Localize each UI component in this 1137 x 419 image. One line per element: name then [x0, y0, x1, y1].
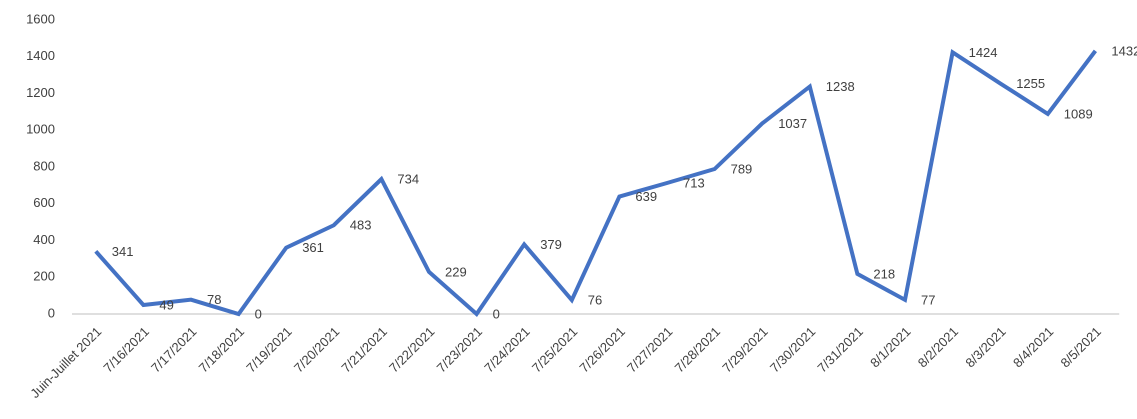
y-tick-label: 600 — [33, 195, 55, 210]
data-label: 379 — [540, 237, 562, 252]
x-tick-label: 7/22/2021 — [386, 324, 438, 376]
y-tick-label: 200 — [33, 269, 55, 284]
x-tick-label: 7/23/2021 — [434, 324, 486, 376]
data-label: 0 — [255, 306, 262, 321]
y-tick-label: 1200 — [26, 85, 55, 100]
data-label: 0 — [493, 306, 500, 321]
data-label: 77 — [921, 292, 935, 307]
y-tick-label: 800 — [33, 158, 55, 173]
data-label: 1238 — [826, 79, 855, 94]
data-label: 218 — [873, 266, 895, 281]
data-label: 734 — [397, 172, 419, 187]
data-label: 1037 — [778, 116, 807, 131]
x-tick-label: 7/16/2021 — [100, 324, 152, 376]
x-tick-label: 8/5/2021 — [1058, 324, 1104, 370]
data-label: 1089 — [1064, 106, 1093, 121]
x-tick-label: 8/4/2021 — [1010, 324, 1056, 370]
data-label: 1424 — [969, 45, 998, 60]
x-tick-label: 7/27/2021 — [624, 324, 676, 376]
data-label: 639 — [635, 189, 657, 204]
x-tick-label: 7/19/2021 — [243, 324, 295, 376]
x-tick-label: 7/29/2021 — [719, 324, 771, 376]
data-label: 76 — [588, 292, 602, 307]
x-tick-label: 8/3/2021 — [962, 324, 1008, 370]
data-label: 229 — [445, 264, 467, 279]
data-label: 483 — [350, 218, 372, 233]
data-label: 789 — [731, 161, 753, 176]
y-tick-label: 1600 — [26, 11, 55, 26]
data-label: 78 — [207, 292, 221, 307]
y-tick-label: 400 — [33, 232, 55, 247]
x-tick-label: 7/21/2021 — [338, 324, 390, 376]
x-tick-label: 8/1/2021 — [867, 324, 913, 370]
x-tick-label: 7/18/2021 — [196, 324, 248, 376]
x-tick-label: 7/31/2021 — [814, 324, 866, 376]
x-tick-label: 7/17/2021 — [148, 324, 200, 376]
x-tick-label: Juin-Juillet 2021 — [27, 324, 104, 401]
x-tick-label: 7/26/2021 — [576, 324, 628, 376]
x-tick-label: 7/28/2021 — [672, 324, 724, 376]
x-tick-label: 7/24/2021 — [481, 324, 533, 376]
line — [94, 49, 1097, 317]
data-label: 361 — [302, 240, 324, 255]
y-tick-label: 1400 — [26, 48, 55, 63]
x-tick-label: 8/2/2021 — [915, 324, 961, 370]
x-tick-label: 7/25/2021 — [529, 324, 581, 376]
data-label: 1255 — [1016, 76, 1045, 91]
data-label: 713 — [683, 175, 705, 190]
y-tick-label: 0 — [48, 305, 55, 320]
data-label: 341 — [112, 244, 134, 259]
data-label: 1432 — [1111, 43, 1137, 58]
y-tick-label: 1000 — [26, 122, 55, 137]
x-tick-label: 7/20/2021 — [291, 324, 343, 376]
data-label: 49 — [159, 297, 173, 312]
x-tick-label: 7/30/2021 — [767, 324, 819, 376]
